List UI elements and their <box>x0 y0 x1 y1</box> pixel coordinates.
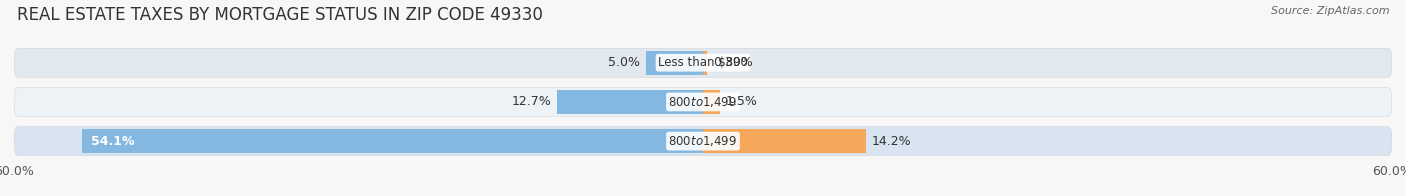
Bar <box>703 129 866 153</box>
Text: $800 to $1,499: $800 to $1,499 <box>668 95 738 109</box>
Text: 0.39%: 0.39% <box>713 56 754 69</box>
Bar <box>703 51 707 75</box>
Text: 14.2%: 14.2% <box>872 135 911 148</box>
Bar <box>703 90 720 114</box>
FancyBboxPatch shape <box>14 48 1392 77</box>
Bar <box>645 51 703 75</box>
Legend: Without Mortgage, With Mortgage: Without Mortgage, With Mortgage <box>568 193 838 196</box>
Bar <box>557 90 703 114</box>
FancyBboxPatch shape <box>14 87 1392 116</box>
FancyBboxPatch shape <box>14 127 1392 156</box>
Text: 12.7%: 12.7% <box>512 95 551 108</box>
Text: $800 to $1,499: $800 to $1,499 <box>668 134 738 148</box>
Text: 54.1%: 54.1% <box>91 135 135 148</box>
Text: 1.5%: 1.5% <box>725 95 758 108</box>
Text: Less than $800: Less than $800 <box>658 56 748 69</box>
Text: 5.0%: 5.0% <box>607 56 640 69</box>
Bar <box>82 129 703 153</box>
Text: Source: ZipAtlas.com: Source: ZipAtlas.com <box>1271 6 1389 16</box>
Text: REAL ESTATE TAXES BY MORTGAGE STATUS IN ZIP CODE 49330: REAL ESTATE TAXES BY MORTGAGE STATUS IN … <box>17 6 543 24</box>
